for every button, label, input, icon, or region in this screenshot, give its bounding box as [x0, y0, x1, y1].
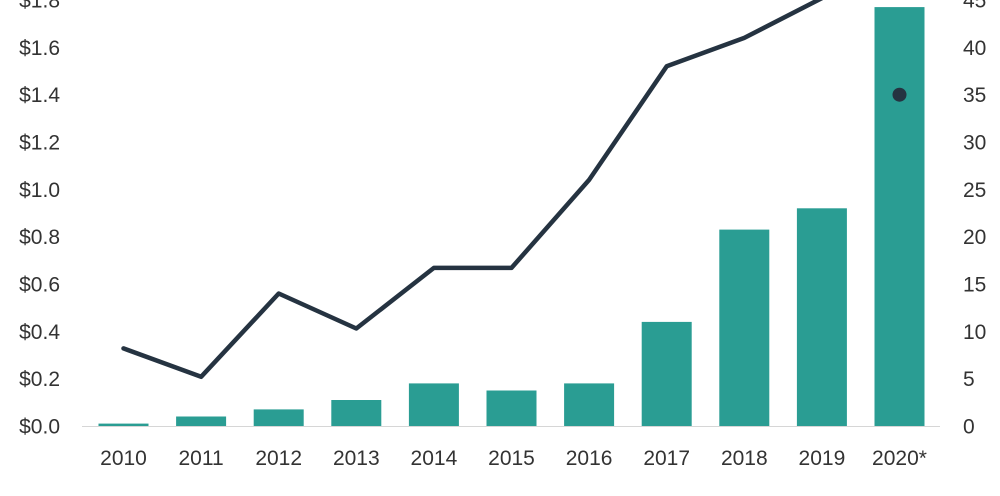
y-right-tick-label: 45 [963, 0, 986, 13]
y-right-tick-label: 35 [963, 84, 986, 107]
y-left-tick-label: $0.4 [19, 321, 60, 344]
y-left-tick-label: $0.0 [19, 416, 60, 439]
x-tick-label: 2016 [566, 447, 613, 470]
y-right-tick-label: 25 [963, 179, 986, 202]
y-left-tick-label: $1.0 [19, 179, 60, 202]
bar-2018 [719, 229, 770, 426]
y-left-tick-label: $1.6 [19, 37, 60, 60]
bar-2014 [408, 383, 459, 426]
y-right-tick-label: 40 [963, 37, 986, 60]
x-tick-label: 2019 [799, 447, 846, 470]
y-left-tick-label: $1.8 [19, 0, 60, 13]
y-right-tick-label: 5 [963, 368, 975, 391]
x-tick-label: 2015 [488, 447, 535, 470]
x-tick-label: 2012 [255, 447, 302, 470]
bars-layer [98, 7, 925, 426]
y-right-tick-label: 10 [963, 321, 986, 344]
x-tick-label: 2010 [100, 447, 147, 470]
y-left-tick-label: $1.4 [19, 84, 60, 107]
bar-2019 [796, 208, 847, 426]
bar-2012 [253, 409, 304, 426]
bar-2017 [641, 321, 692, 426]
y-left-tick-label: $0.8 [19, 226, 60, 249]
y-left-tick-label: $1.2 [19, 132, 60, 155]
ticks-layer: $0.0 $0.2 $0.4 $0.6 $0.8 $1.0 $1.2 $1.4 $1.6 $1.8… [19, 0, 986, 470]
bar-2015 [486, 390, 537, 426]
y-right-tick-label: 30 [963, 132, 986, 155]
bar-2020* [874, 7, 925, 426]
x-tick-label: 2013 [333, 447, 380, 470]
point-2020* [892, 87, 907, 102]
line-series [121, 0, 824, 380]
x-tick-label: 2017 [643, 447, 690, 470]
x-tick-label: 2011 [179, 447, 224, 470]
x-tick-label: 2018 [721, 447, 768, 470]
bar-2011 [176, 416, 227, 426]
x-tick-label: 2014 [411, 447, 458, 470]
y-right-tick-label: 0 [963, 416, 975, 439]
y-left-tick-label: $0.2 [19, 368, 60, 391]
bar-2010 [98, 423, 149, 426]
x-tick-label: 2020* [872, 447, 927, 470]
bar-2016 [564, 383, 615, 426]
y-right-tick-label: 20 [963, 226, 986, 249]
line-layer [121, 0, 907, 380]
bar-2013 [331, 400, 382, 426]
y-left-tick-label: $0.6 [19, 274, 60, 297]
y-right-tick-label: 15 [963, 274, 986, 297]
